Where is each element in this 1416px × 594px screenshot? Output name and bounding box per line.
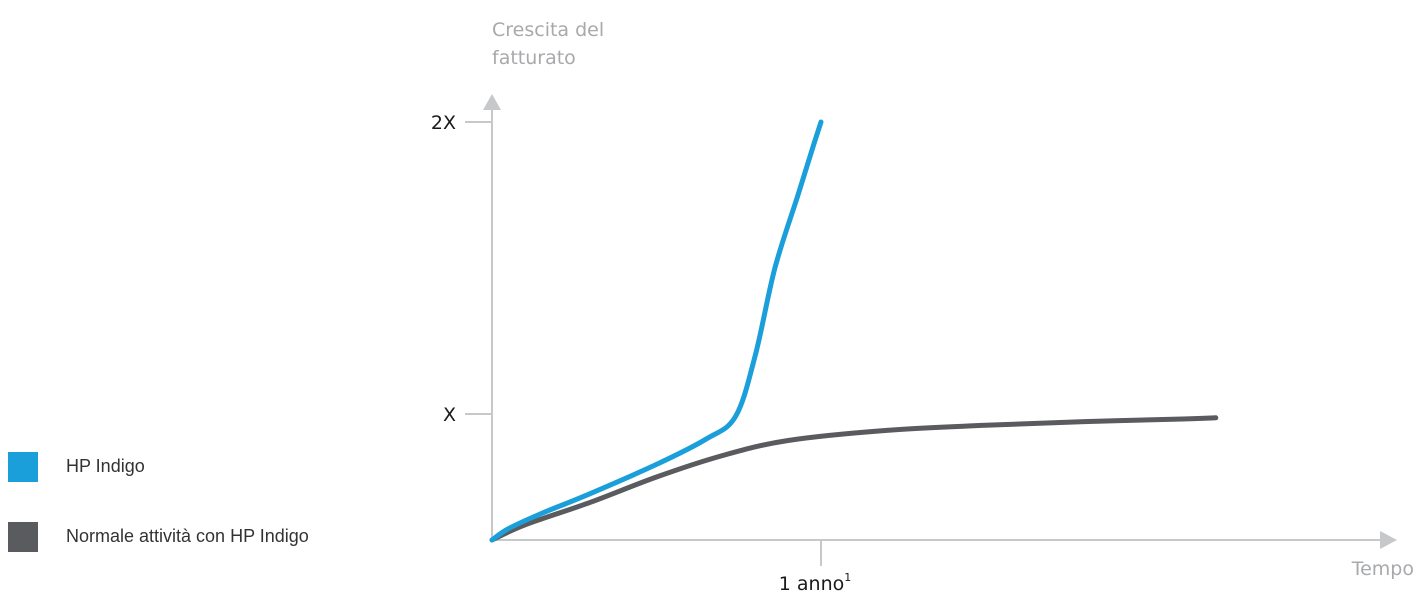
y-axis-title-line-2: fatturato <box>492 47 576 69</box>
legend-swatch-normale-attivita <box>8 522 38 552</box>
y-tick-label-0: X <box>443 404 456 426</box>
series-line-1 <box>492 418 1216 540</box>
x-axis-arrow <box>1380 531 1397 549</box>
y-axis-title-line-1: Crescita del <box>492 19 604 41</box>
legend-swatch-hp-indigo <box>8 452 38 482</box>
series-lines <box>492 122 1216 540</box>
x-tick-label-0: 1 anno1 <box>779 571 851 594</box>
legend-label-hp-indigo: HP Indigo <box>66 456 145 477</box>
legend-label-normale-attivita: Normale attività con HP Indigo <box>66 526 309 547</box>
y-tick-label-1: 2X <box>431 112 456 134</box>
x-tick-superscript-0: 1 <box>844 571 851 584</box>
y-axis-title: Crescita del fatturato <box>492 19 610 69</box>
y-axis-arrow <box>483 94 501 110</box>
axis-ticks: X 2X 1 anno1 <box>431 112 851 594</box>
x-axis-title: Tempo <box>1351 558 1414 580</box>
